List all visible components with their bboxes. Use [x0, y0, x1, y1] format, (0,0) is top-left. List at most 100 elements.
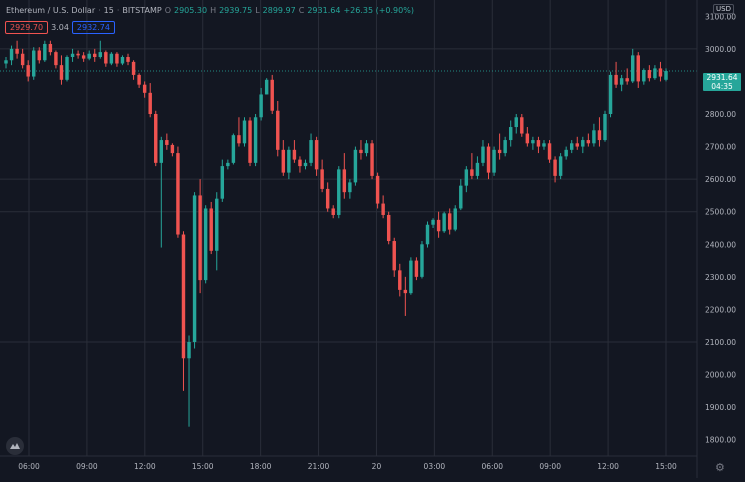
candle-body: [425, 224, 430, 245]
price-tick-label: 2400.00: [705, 240, 736, 249]
candle-body: [614, 74, 618, 85]
candle-body: [486, 146, 491, 173]
candle-body: [575, 143, 579, 147]
gear-icon[interactable]: ⚙: [715, 461, 725, 474]
candle-body: [503, 140, 507, 154]
legend-symbol[interactable]: Ethereum / U.S. Dollar: [6, 6, 96, 15]
legend-open: 2905.30: [173, 6, 208, 15]
legend-separator: ·: [116, 6, 120, 15]
candle-body: [192, 195, 197, 342]
tradingview-logo-icon[interactable]: [6, 437, 24, 455]
price-tick-label: 1900.00: [705, 403, 736, 412]
candle-body: [653, 68, 657, 79]
candle-body: [104, 52, 108, 64]
legend-low: 2899.97: [262, 6, 296, 15]
price-tick-label: 1800.00: [705, 436, 736, 445]
candle-body: [115, 53, 119, 64]
last-price-value: 2931.64: [706, 73, 738, 82]
candle-body: [220, 166, 225, 199]
candle-body: [403, 289, 408, 294]
candle-body: [409, 260, 413, 294]
candle-body: [131, 61, 136, 75]
candle-body: [342, 169, 347, 193]
legend-interval[interactable]: 15: [103, 6, 114, 15]
time-tick-label: 09:00: [539, 462, 561, 471]
sell-price-button[interactable]: 2929.70: [5, 21, 49, 34]
legend-o-key: O: [164, 6, 171, 15]
candle-body: [381, 203, 385, 215]
candle-body: [242, 120, 247, 144]
candle-body: [592, 130, 596, 144]
currency-badge[interactable]: USD: [713, 4, 734, 14]
candle-body: [126, 57, 130, 62]
price-tick-label: 2300.00: [705, 273, 736, 282]
candle-body: [320, 169, 324, 189]
candle-body: [32, 50, 36, 77]
candle-body: [109, 53, 114, 64]
candle-body: [497, 149, 502, 154]
candle-body: [142, 84, 147, 93]
candle-body: [375, 175, 380, 204]
candle-body: [154, 114, 158, 163]
spread-value: 3.04: [51, 23, 69, 32]
candle-body: [98, 52, 103, 57]
time-axis[interactable]: 06:00 09:00 12:00 15:00 18:00 21:00 20 03:00 06:…: [18, 462, 677, 471]
candle-body: [536, 140, 541, 147]
candle-body: [43, 43, 47, 61]
candle-body: [447, 213, 452, 230]
candle-body: [542, 143, 546, 147]
candle-body: [436, 219, 441, 232]
time-tick-label: 09:00: [76, 462, 98, 471]
logo-glyph: [10, 443, 20, 449]
candle-body: [81, 55, 86, 59]
candle-body: [386, 214, 391, 242]
candle-body: [26, 65, 30, 77]
candle-body: [120, 57, 125, 64]
candle-body: [337, 169, 341, 215]
price-tick-label: 2800.00: [705, 110, 736, 119]
candle-body: [159, 140, 164, 163]
candle-body: [470, 169, 474, 176]
candle-body: [309, 140, 313, 163]
candle-body: [475, 162, 480, 176]
candle-body: [298, 159, 302, 167]
candle-body: [414, 260, 419, 277]
time-tick-label: 12:00: [134, 462, 156, 471]
legend-change: +26.35 (+0.90%): [343, 6, 414, 15]
candle-body: [453, 208, 457, 230]
candle-body: [70, 53, 75, 57]
candle-body: [631, 55, 635, 82]
buy-price-button[interactable]: 2932.74: [71, 21, 115, 34]
price-tick-label: 2100.00: [705, 338, 736, 347]
candle-body: [148, 92, 152, 114]
time-tick-label: 20: [372, 462, 382, 471]
candle-body: [37, 50, 41, 61]
price-axis[interactable]: 1800.00 1900.00 2000.00 2100.00 2200.00 2300.…: [705, 12, 736, 444]
grid-layer: [0, 0, 697, 456]
candle-body: [137, 74, 141, 85]
candle-body: [636, 55, 640, 82]
candle-body: [459, 185, 463, 209]
time-tick-label: 18:00: [250, 462, 272, 471]
time-tick-label: 06:00: [481, 462, 503, 471]
candle-body: [586, 140, 591, 144]
candle-body: [603, 114, 607, 141]
candle-body: [292, 149, 297, 160]
candle-body: [619, 78, 624, 85]
candle-body: [525, 133, 530, 144]
candle-body: [237, 135, 241, 144]
candle-body: [331, 208, 335, 215]
candle-body: [231, 135, 236, 163]
candle-body: [20, 53, 25, 66]
candle-body: [597, 130, 602, 141]
time-tick-label: 12:00: [597, 462, 619, 471]
candle-body: [398, 270, 402, 290]
candle-body: [581, 140, 585, 147]
candle-body: [514, 117, 518, 128]
candle-body: [170, 144, 175, 154]
bid-ask-pills: 2929.70 3.04 2932.74: [5, 21, 115, 34]
legend-separator: ·: [98, 6, 101, 15]
candle-body: [558, 156, 563, 176]
